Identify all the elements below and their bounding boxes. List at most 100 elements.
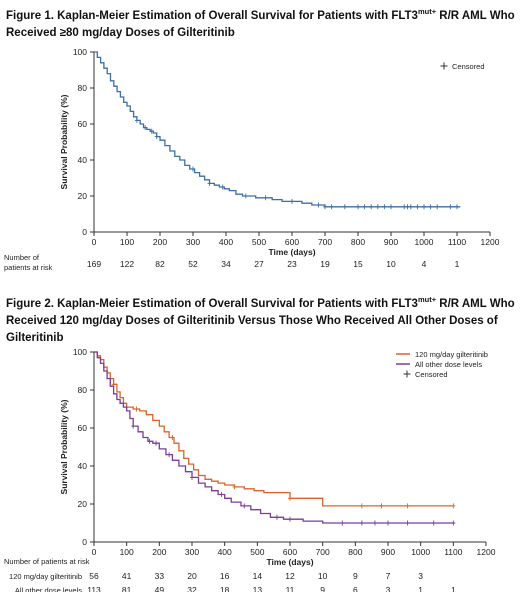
- at-risk-count: 13: [253, 585, 263, 592]
- at-risk-count: 1: [451, 585, 456, 592]
- censored-mark: [288, 495, 292, 501]
- at-risk-count: 20: [187, 571, 197, 581]
- at-risk-header: patients at risk: [4, 263, 53, 272]
- survival-curve-1: [94, 51, 461, 208]
- at-risk-count: 56: [89, 571, 99, 581]
- censored-mark: [422, 204, 426, 210]
- at-risk-count: 14: [253, 571, 263, 581]
- censored-mark: [451, 520, 456, 526]
- legend-entry-label: All other dose levels: [415, 360, 482, 369]
- at-risk-count: 18: [220, 585, 230, 592]
- y-tick-label: 40: [78, 155, 88, 165]
- x-tick-label: 1200: [481, 237, 500, 247]
- at-risk-count: 12: [285, 571, 295, 581]
- at-risk-count: 1: [455, 259, 460, 269]
- x-tick-label: 0: [92, 547, 97, 557]
- at-risk-count: 9: [320, 585, 325, 592]
- at-risk-count: 16: [220, 571, 230, 581]
- y-tick-label: 100: [73, 347, 87, 357]
- censored-mark: [359, 520, 364, 526]
- censored-mark: [219, 492, 224, 497]
- censored-mark: [415, 204, 420, 210]
- censored-mark: [316, 202, 321, 208]
- x-tick-label: 1100: [444, 547, 463, 557]
- censored-mark: [191, 166, 195, 172]
- x-tick-label: 400: [218, 547, 232, 557]
- at-risk-count: 41: [122, 571, 132, 581]
- censored-mark: [147, 438, 152, 444]
- x-tick-label: 1000: [411, 547, 430, 557]
- censored-mark: [134, 117, 139, 123]
- at-risk-count: 7: [386, 571, 391, 581]
- censored-mark: [389, 204, 393, 210]
- x-tick-label: 700: [316, 547, 330, 557]
- y-axis-label: Survival Probability (%): [59, 399, 69, 494]
- censored-mark: [134, 406, 139, 412]
- at-risk-row-label: All other dose levels: [15, 586, 82, 592]
- censored-mark: [448, 204, 453, 210]
- at-risk-count: 113: [87, 585, 101, 592]
- y-tick-label: 20: [78, 191, 88, 201]
- censored-mark: [451, 503, 456, 509]
- figure-1-title: Figure 1. Kaplan-Meier Estimation of Ove…: [6, 7, 515, 39]
- x-tick-label: 200: [152, 547, 166, 557]
- censored-mark: [372, 520, 377, 526]
- x-tick-label: 0: [92, 237, 97, 247]
- at-risk-count: 81: [122, 585, 132, 592]
- at-risk-count: 82: [155, 259, 165, 269]
- x-tick-label: 500: [250, 547, 264, 557]
- censored-mark: [170, 435, 175, 440]
- y-axis-label: Survival Probability (%): [59, 94, 69, 189]
- censored-mark: [386, 520, 390, 526]
- x-axis-label: Time (days): [266, 557, 313, 567]
- censored-mark: [149, 128, 154, 134]
- at-risk-count: 169: [87, 259, 101, 269]
- censored-mark: [382, 204, 387, 210]
- x-tick-label: 900: [384, 237, 398, 247]
- censored-mark: [290, 198, 294, 204]
- x-tick-label: 100: [120, 547, 134, 557]
- censored-mark: [428, 204, 433, 210]
- censored-mark: [220, 184, 225, 190]
- at-risk-count: 4: [422, 259, 427, 269]
- at-risk-header: Number of patients at risk: [4, 557, 90, 566]
- at-risk-count: 9: [353, 571, 358, 581]
- censored-mark: [359, 503, 364, 509]
- at-risk-count: 34: [221, 259, 231, 269]
- at-risk-count: 6: [353, 585, 358, 592]
- censored-mark: [405, 520, 410, 526]
- censored-mark: [431, 520, 436, 526]
- at-risk-count: 27: [254, 259, 264, 269]
- censored-mark: [329, 204, 334, 210]
- x-axis-label: Time (days): [268, 247, 315, 257]
- censored-mark: [369, 204, 374, 210]
- x-tick-label: 800: [351, 237, 365, 247]
- at-risk-count: 10: [386, 259, 396, 269]
- at-risk-count: 1: [418, 585, 423, 592]
- legend-censored-marker: [440, 62, 448, 70]
- at-risk-count: 3: [418, 571, 423, 581]
- x-tick-label: 400: [219, 237, 233, 247]
- legend-entry-label: Censored: [452, 62, 485, 71]
- at-risk-count: 33: [155, 571, 165, 581]
- censored-mark: [154, 440, 159, 446]
- at-risk-count: 23: [287, 259, 297, 269]
- survival-curve-1: [94, 351, 454, 507]
- at-risk-count: 3: [386, 585, 391, 592]
- censored-mark: [362, 204, 367, 210]
- at-risk-count: 52: [188, 259, 198, 269]
- censored-mark: [190, 474, 194, 480]
- y-tick-label: 40: [78, 461, 88, 471]
- at-risk-count: 49: [155, 585, 165, 592]
- at-risk-row-label: 120 mg/day gilteritinib: [9, 572, 82, 581]
- y-tick-label: 20: [78, 499, 88, 509]
- at-risk-count: 11: [286, 585, 295, 592]
- censored-mark: [408, 204, 413, 210]
- at-risk-count: 19: [320, 259, 330, 269]
- censored-mark: [375, 204, 380, 210]
- at-risk-count: 10: [318, 571, 328, 581]
- censored-mark: [435, 204, 440, 210]
- at-risk-count: 122: [120, 259, 134, 269]
